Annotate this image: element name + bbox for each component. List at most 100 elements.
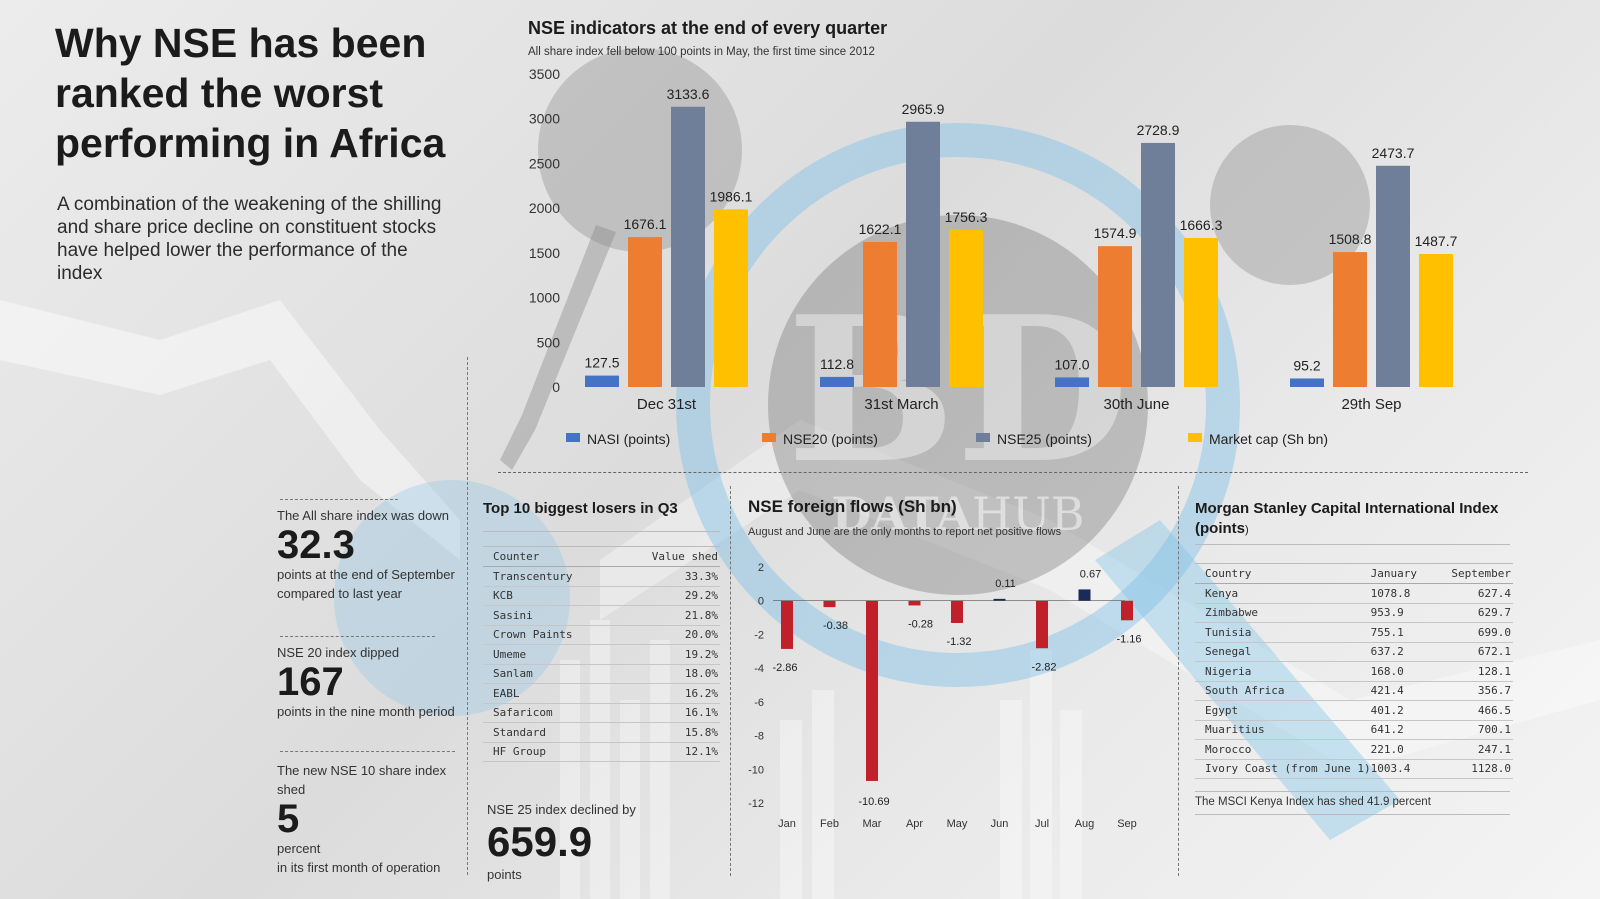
table-row: Crown Paints 20.0%	[483, 625, 720, 645]
msci-september: 1128.0	[1451, 759, 1513, 779]
x-tick-label: 29th Sep	[1341, 396, 1401, 413]
msci-country: Nigeria	[1195, 661, 1371, 682]
foreign-flows-chart: 2 0 -2 -4 -6 -8 -10 -12 -2.86 Jan -0.38 Feb -10.69 Ma…	[748, 562, 1141, 830]
legend-label: NSE20 (points)	[783, 431, 878, 447]
msci-rule	[1195, 544, 1510, 545]
bar-data-label: 1574.9	[1094, 225, 1137, 241]
y-tick-label: -2	[754, 629, 764, 641]
bg-stripe	[0, 300, 460, 560]
stat-value: 5	[277, 797, 300, 841]
intro-text: A combination of the weakening of the sh…	[57, 194, 442, 284]
msci-january: 168.0	[1370, 661, 1452, 682]
msci-title: Morgan Stanley Capital International Ind…	[1195, 499, 1515, 540]
legend-swatch	[1188, 433, 1202, 442]
loser-counter: Crown Paints	[483, 625, 618, 645]
bar-data-label: 1487.7	[1415, 233, 1458, 249]
table-row: Sasini 21.8%	[483, 605, 720, 626]
losers-title: Top 10 biggest losers in Q3	[483, 500, 678, 517]
watermark-hub: DATAHUB	[831, 487, 1084, 541]
stat-label: NSE 25 index declined by	[487, 802, 636, 817]
col-counter: Counter	[483, 546, 618, 567]
loser-value: 33.3%	[617, 566, 720, 587]
x-tick-label: May	[947, 818, 968, 830]
bar-data-label: 2965.9	[902, 101, 945, 117]
table-header-row: Country January September	[1195, 563, 1513, 584]
magnifier-handle	[500, 225, 616, 470]
losers-table: Counter Value shed Transcentury 33.3% KCB 2…	[483, 546, 720, 762]
msci-country: Morocco	[1195, 739, 1371, 760]
table-row: KCB 29.2%	[483, 586, 720, 606]
stat-note: points at the end of September compared …	[277, 567, 455, 601]
msci-footnote-rule	[1195, 791, 1510, 792]
table-row: Kenya 1078.8 627.4	[1195, 583, 1513, 604]
bar	[628, 237, 662, 387]
loser-value: 21.8%	[617, 605, 720, 626]
bar	[1184, 237, 1218, 387]
stat-divider	[280, 751, 455, 752]
y-tick-label: 1500	[529, 245, 560, 261]
loser-counter: Transcentury	[483, 566, 618, 587]
stat-label: The All share index was down	[277, 508, 449, 523]
deco-circle	[1210, 125, 1370, 285]
msci-january: 401.2	[1370, 700, 1452, 721]
bar-data-label: 1986.1	[710, 188, 753, 204]
quarterly-bar-chart: 0 500 1000 1500 2000 2500 3000 3500 127.5 112.8 10…	[529, 66, 1458, 447]
x-tick-label: Dec 31st	[637, 396, 697, 413]
y-tick-label: 2500	[529, 155, 560, 171]
bar-data-label: 127.5	[584, 355, 619, 371]
msci-september: 672.1	[1451, 642, 1513, 662]
msci-panel: Morgan Stanley Capital International Ind…	[1195, 499, 1515, 815]
legend-label: Market cap (Sh bn)	[1209, 431, 1328, 447]
stat-note: in its first month of operation	[277, 860, 441, 875]
msci-country: Tunisia	[1195, 622, 1371, 643]
x-tick-label: 31st March	[864, 396, 938, 413]
y-tick-label: -6	[754, 697, 764, 709]
legend-swatch	[566, 433, 580, 442]
col-country: Country	[1195, 563, 1371, 584]
bar	[1098, 246, 1132, 387]
y-tick-label: 500	[537, 334, 561, 350]
msci-january: 1003.4	[1370, 759, 1452, 779]
legend-swatch	[762, 433, 776, 442]
msci-january: 221.0	[1370, 739, 1452, 760]
bar	[1290, 378, 1324, 387]
y-tick-label: -12	[748, 798, 764, 810]
table-row: Umeme 19.2%	[483, 644, 720, 665]
x-tick-label: Apr	[906, 818, 923, 830]
x-tick-label: Jul	[1035, 818, 1049, 830]
msci-country: Kenya	[1195, 583, 1371, 604]
y-tick-label: 3500	[529, 66, 560, 82]
flow-data-label: -2.82	[1031, 661, 1056, 673]
stat-divider	[280, 499, 398, 500]
y-tick-label: -10	[748, 764, 764, 776]
flow-data-label: -10.69	[858, 796, 889, 808]
legend-swatch	[976, 433, 990, 442]
msci-country: Ivory Coast (from June 1)	[1195, 759, 1371, 779]
table-row: Transcentury 33.3%	[483, 566, 720, 587]
table-row: Morocco 221.0 247.1	[1195, 739, 1513, 760]
bar	[714, 209, 748, 387]
loser-value: 15.8%	[617, 722, 720, 743]
x-tick-label: Jan	[778, 818, 796, 830]
bar-data-label: 1676.1	[624, 216, 667, 232]
bar	[1055, 377, 1089, 387]
bar	[949, 229, 983, 387]
msci-country: Zimbabwe	[1195, 603, 1371, 623]
watermark-ring	[676, 123, 1240, 687]
flow-bar	[1036, 600, 1048, 649]
table-row: Safaricom 16.1%	[483, 703, 720, 723]
loser-counter: HF Group	[483, 742, 618, 762]
watermark-hub-light: HUB	[972, 487, 1085, 541]
stat-nse25: NSE 25 index declined by 659.9 points	[487, 800, 707, 884]
stat-note: points	[487, 867, 522, 882]
flows-subtitle: August and June are the only months to r…	[748, 526, 1062, 538]
stat-value: 167	[277, 660, 344, 704]
msci-january: 1078.8	[1370, 583, 1452, 604]
stat-label: NSE 20 index dipped	[277, 645, 400, 660]
stat-nse10: The new NSE 10 share index shed 5 percen…	[277, 761, 462, 877]
bar-data-label: 2728.9	[1137, 122, 1180, 138]
msci-title-line2: (points	[1195, 520, 1245, 537]
legend-label: NASI (points)	[587, 431, 670, 447]
msci-january: 641.2	[1370, 720, 1452, 740]
bar-data-label: 3133.6	[667, 86, 710, 102]
